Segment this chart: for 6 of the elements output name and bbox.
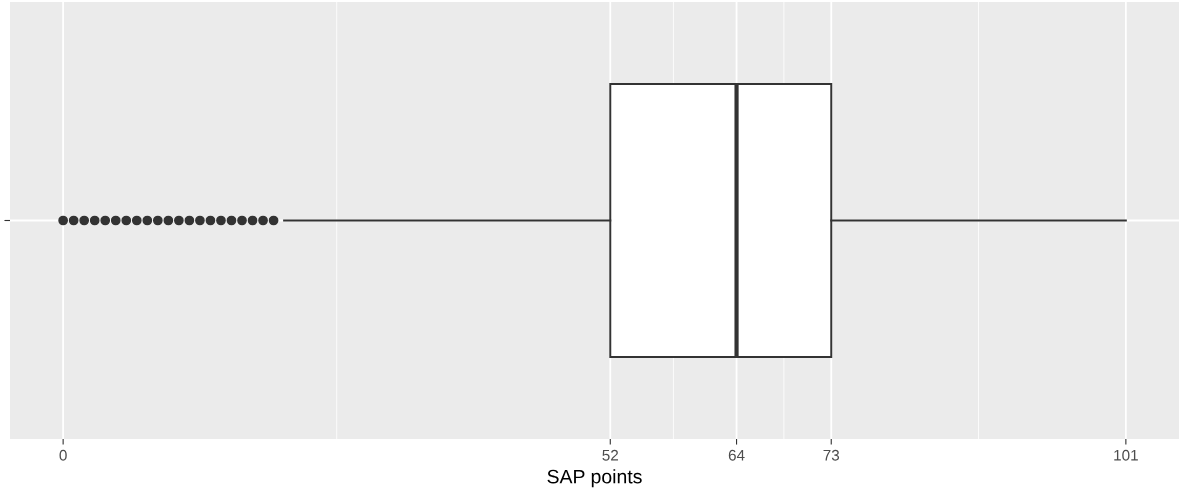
x-tick-label: 0: [59, 449, 67, 461]
x-tick-label: 73: [823, 449, 840, 461]
x-tick-label: 64: [728, 449, 745, 461]
x-axis-title: SAP points: [547, 469, 642, 488]
x-tick-label: 52: [602, 449, 619, 461]
x-tick-label: 101: [1114, 449, 1138, 461]
